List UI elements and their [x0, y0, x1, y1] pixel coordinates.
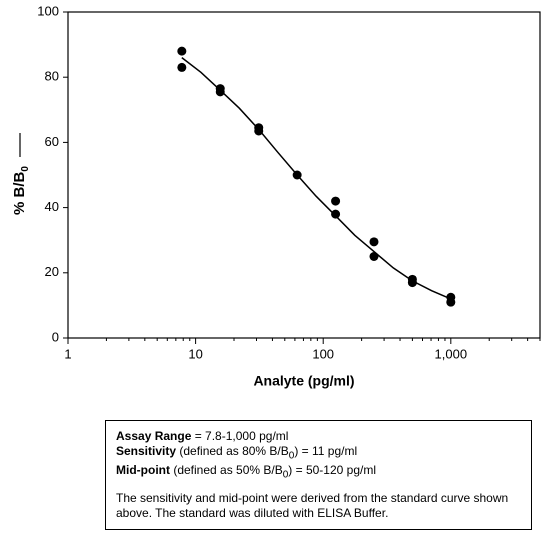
data-point: [177, 62, 187, 72]
x-tick-label: 1: [64, 346, 71, 361]
data-point: [215, 87, 225, 97]
info-line: Mid-point (defined as 50% B/B0) = 50-120…: [116, 463, 521, 482]
data-point: [407, 278, 417, 288]
data-point: [331, 209, 341, 219]
y-tick-label: 20: [45, 264, 59, 279]
y-axis-label: % B/B0: [11, 166, 31, 215]
y-axis-label-text: % B/B: [11, 171, 28, 215]
y-tick-label: 100: [37, 3, 59, 18]
x-tick-label: 1,000: [435, 346, 468, 361]
data-point: [331, 196, 341, 206]
y-axis-label-sub: 0: [20, 166, 31, 172]
fit-curve: [181, 57, 452, 300]
plot-frame: [67, 11, 541, 339]
y-tick-label: 40: [45, 199, 59, 214]
y-tick-label: 0: [52, 329, 59, 344]
y-tick-label: 80: [45, 69, 59, 84]
y-axis-label-group: % B/B0: [11, 133, 31, 215]
x-tick-label: 100: [312, 346, 334, 361]
info-text: (defined as 50% B/B: [169, 463, 283, 478]
x-tick-label: 10: [188, 346, 202, 361]
y-tick-label: 60: [45, 134, 59, 149]
data-point: [177, 46, 187, 56]
info-box: Assay Range = 7.8-1,000 pg/ml Sensitivit…: [105, 420, 532, 530]
info-text: ) = 11 pg/ml: [294, 444, 358, 458]
info-paragraph: The sensitivity and mid-point were deriv…: [116, 490, 509, 520]
data-point: [446, 297, 456, 307]
data-point: [369, 237, 379, 247]
info-bold: Mid-point: [116, 463, 170, 478]
info-line: Sensitivity (defined as 80% B/B0) = 11 p…: [116, 444, 521, 463]
x-axis-label: Analyte (pg/ml): [253, 373, 354, 389]
info-text: (defined as 80% B/B: [176, 444, 289, 458]
info-text: ) = 50-120 pg/ml: [288, 463, 376, 478]
info-line: Assay Range = 7.8-1,000 pg/ml: [116, 429, 521, 444]
info-bold: Assay Range: [116, 429, 192, 443]
info-sub: 0: [282, 469, 289, 481]
info-bold: Sensitivity: [116, 444, 177, 458]
info-sub: 0: [288, 450, 295, 462]
info-text: = 7.8-1,000 pg/ml: [191, 429, 289, 443]
